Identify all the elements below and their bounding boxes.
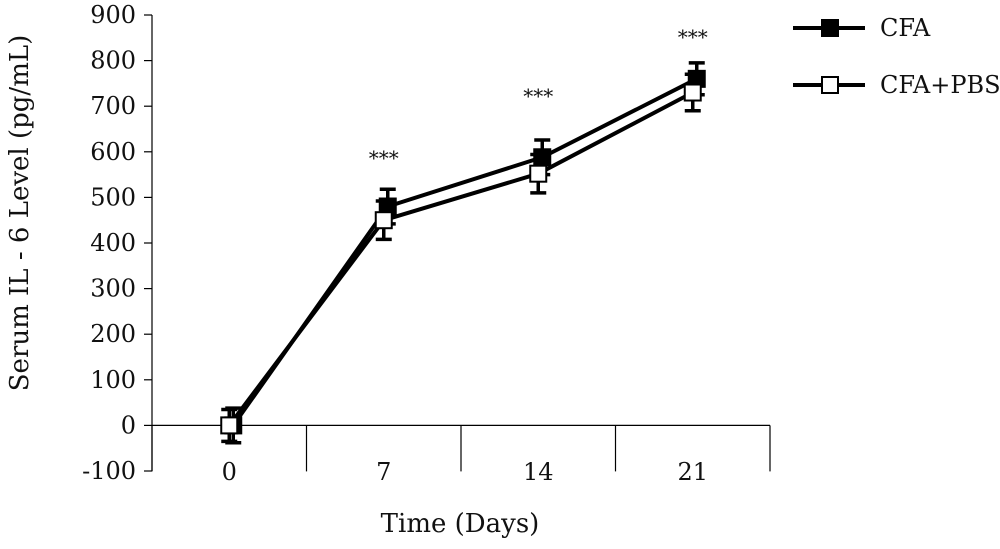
x-tick-label: 0: [222, 458, 237, 486]
x-axis-title: Time (Days): [381, 509, 540, 539]
legend-item-cfa: CFA: [793, 14, 931, 42]
series-cfa: [224, 61, 706, 445]
significance-label: ***: [523, 84, 553, 108]
y-tick-labels: -100 0 100 200 300 400 500 600 700 800 900: [82, 1, 136, 485]
y-tick-label: -100: [82, 457, 136, 485]
data-point-cfa-pbs: [374, 211, 393, 230]
x-tick-label: 14: [523, 458, 554, 486]
x-tick-label: 21: [677, 458, 708, 486]
y-axis-title: Serum IL - 6 Level (pg/mL): [5, 35, 35, 392]
y-tick-label: 200: [90, 320, 136, 348]
y-tick-label: 500: [90, 183, 136, 211]
series-line-cfa-pbs: [227, 90, 694, 427]
legend-item-cfa-pbs: CFA+PBS: [793, 71, 1000, 99]
x-tick-labels: 0 7 14 21: [222, 458, 708, 486]
y-tick-label: 300: [90, 275, 136, 303]
legend-label-cfa-pbs: CFA+PBS: [880, 71, 1000, 99]
y-tick-label: 900: [90, 1, 136, 29]
significance-label: ***: [369, 146, 399, 170]
legend-label-cfa: CFA: [880, 14, 931, 42]
data-point-cfa-pbs: [529, 164, 548, 183]
legend-marker-cfa-pbs: [821, 76, 839, 94]
legend: CFA CFA+PBS: [793, 14, 1000, 99]
y-tick-label: 800: [90, 47, 136, 75]
y-tick-label: 400: [90, 229, 136, 257]
series-line-cfa: [231, 77, 698, 427]
y-tick-label: 0: [121, 411, 136, 439]
data-point-cfa-pbs: [220, 416, 239, 435]
legend-marker-cfa: [821, 19, 839, 37]
axes: [144, 14, 771, 472]
series-layer: [220, 61, 706, 445]
y-tick-label: 700: [90, 92, 136, 120]
y-tick-label: 100: [90, 366, 136, 394]
x-tick-label: 7: [376, 458, 391, 486]
significance-label: ***: [678, 25, 708, 49]
series-cfa-pbs: [220, 72, 702, 444]
data-point-cfa-pbs: [683, 83, 702, 102]
significance-annotations: *** *** ***: [369, 25, 708, 170]
y-tick-label: 600: [90, 138, 136, 166]
